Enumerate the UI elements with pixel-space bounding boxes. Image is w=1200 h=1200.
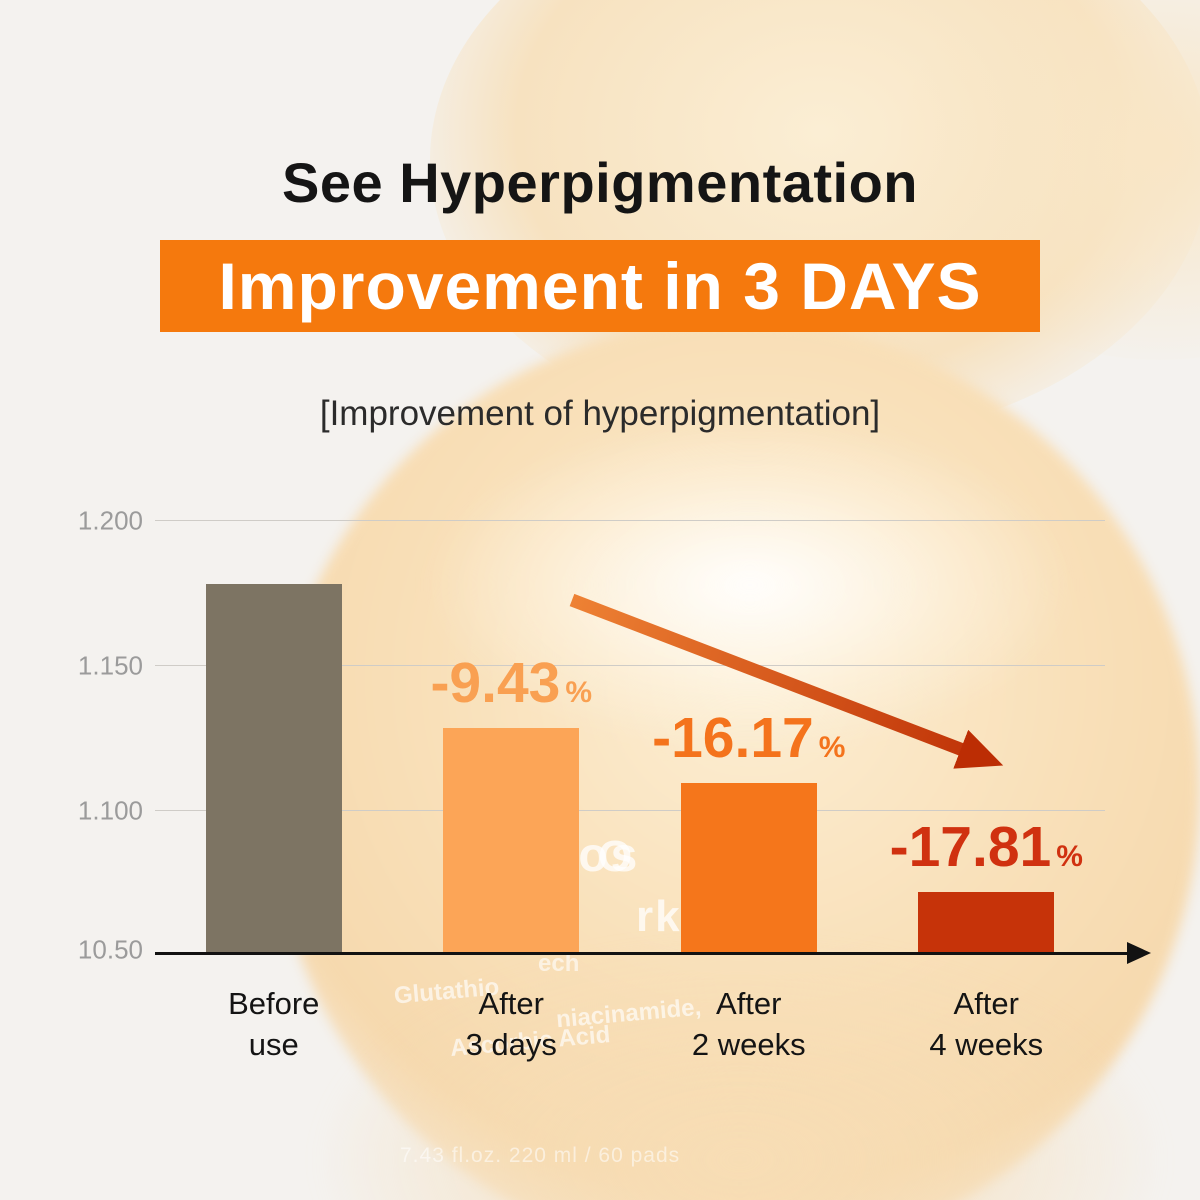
y-axis-tick-label: 1.150 (77, 650, 143, 681)
gridline (155, 810, 1105, 811)
bar (918, 892, 1055, 953)
y-axis-tick-label: 10.50 (77, 934, 143, 965)
bar (680, 783, 817, 953)
x-axis-line (155, 952, 1130, 955)
bar-percent-label: -16.17% (652, 710, 845, 767)
gridline (155, 520, 1105, 521)
chart-subtitle: [Improvement of hyperpigmentation] (319, 394, 881, 433)
bar-group-after-4-weeks: -17.81% (868, 520, 1106, 953)
bar-group-after-2-weeks: -16.17% (630, 520, 868, 953)
category-label: Before use (228, 986, 320, 1062)
category-label: After 2 weeks (691, 986, 806, 1062)
percent-value: -9.43 (430, 651, 561, 715)
bar-group-after-3-days: -9.43% (393, 520, 631, 953)
percent-value: -16.17 (652, 706, 814, 770)
percent-sign: % (565, 676, 593, 709)
bars-row: -9.43% -16.17% -17.81% (155, 520, 1105, 953)
bar-chart: 1.200 1.150 1.100 10.50 -9.43% -16.17% (78, 506, 1151, 965)
bar (205, 584, 342, 953)
product-label-fragment: O (598, 832, 633, 881)
page-title: See Hyperpigmentation (282, 151, 918, 214)
percent-sign: % (818, 731, 846, 764)
bar-percent-label: -9.43% (430, 655, 592, 712)
y-axis-tick-label: 1.100 (77, 795, 143, 826)
y-axis-tick-label: 1.200 (77, 505, 143, 536)
percent-sign: % (1056, 840, 1083, 873)
category-label: After 3 days (465, 986, 557, 1062)
headline-banner: Improvement in 3 DAYS (160, 240, 1040, 332)
category-labels: Before use After 3 days After 2 weeks Af… (155, 984, 1105, 1066)
bar-group-before-use (155, 520, 393, 953)
bar (443, 728, 580, 953)
x-axis-arrow-icon (1127, 942, 1151, 964)
product-label-fragment: 7.43 fl.oz. 220 ml / 60 pads (400, 1144, 681, 1167)
category-label: After 4 weeks (929, 986, 1044, 1062)
bar-percent-label: -17.81% (890, 819, 1083, 876)
percent-value: -17.81 (889, 815, 1052, 879)
